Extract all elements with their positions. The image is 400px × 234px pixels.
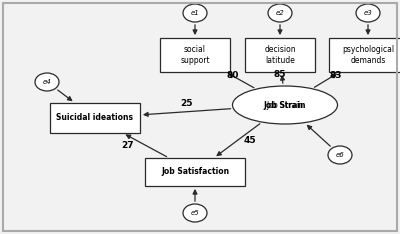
Text: 83: 83 <box>330 71 342 80</box>
Ellipse shape <box>356 4 380 22</box>
FancyBboxPatch shape <box>329 38 400 72</box>
Text: e4: e4 <box>43 79 51 85</box>
FancyBboxPatch shape <box>160 38 230 72</box>
Text: e1: e1 <box>191 10 199 16</box>
Ellipse shape <box>35 73 59 91</box>
FancyBboxPatch shape <box>245 38 315 72</box>
Text: e2: e2 <box>276 10 284 16</box>
Text: e6: e6 <box>336 152 344 158</box>
Text: 85: 85 <box>273 69 286 78</box>
Ellipse shape <box>328 146 352 164</box>
Text: decision
latitude: decision latitude <box>264 45 296 65</box>
Text: psychological
demands: psychological demands <box>342 45 394 65</box>
Text: 27: 27 <box>122 141 134 150</box>
Text: e3: e3 <box>364 10 372 16</box>
FancyBboxPatch shape <box>145 158 245 186</box>
Ellipse shape <box>232 86 338 124</box>
Text: Job Strain: Job Strain <box>266 100 304 110</box>
Text: social
support: social support <box>180 45 210 65</box>
Text: Job Strain: Job Strain <box>264 100 306 110</box>
Text: 45: 45 <box>244 135 256 145</box>
FancyBboxPatch shape <box>50 103 140 133</box>
Text: 80: 80 <box>227 71 239 80</box>
Text: e5: e5 <box>191 210 199 216</box>
Text: Job Satisfaction: Job Satisfaction <box>161 168 229 176</box>
Ellipse shape <box>268 4 292 22</box>
Text: Suicidal ideations: Suicidal ideations <box>56 113 134 123</box>
Text: 25: 25 <box>180 99 193 108</box>
Ellipse shape <box>183 204 207 222</box>
Ellipse shape <box>183 4 207 22</box>
